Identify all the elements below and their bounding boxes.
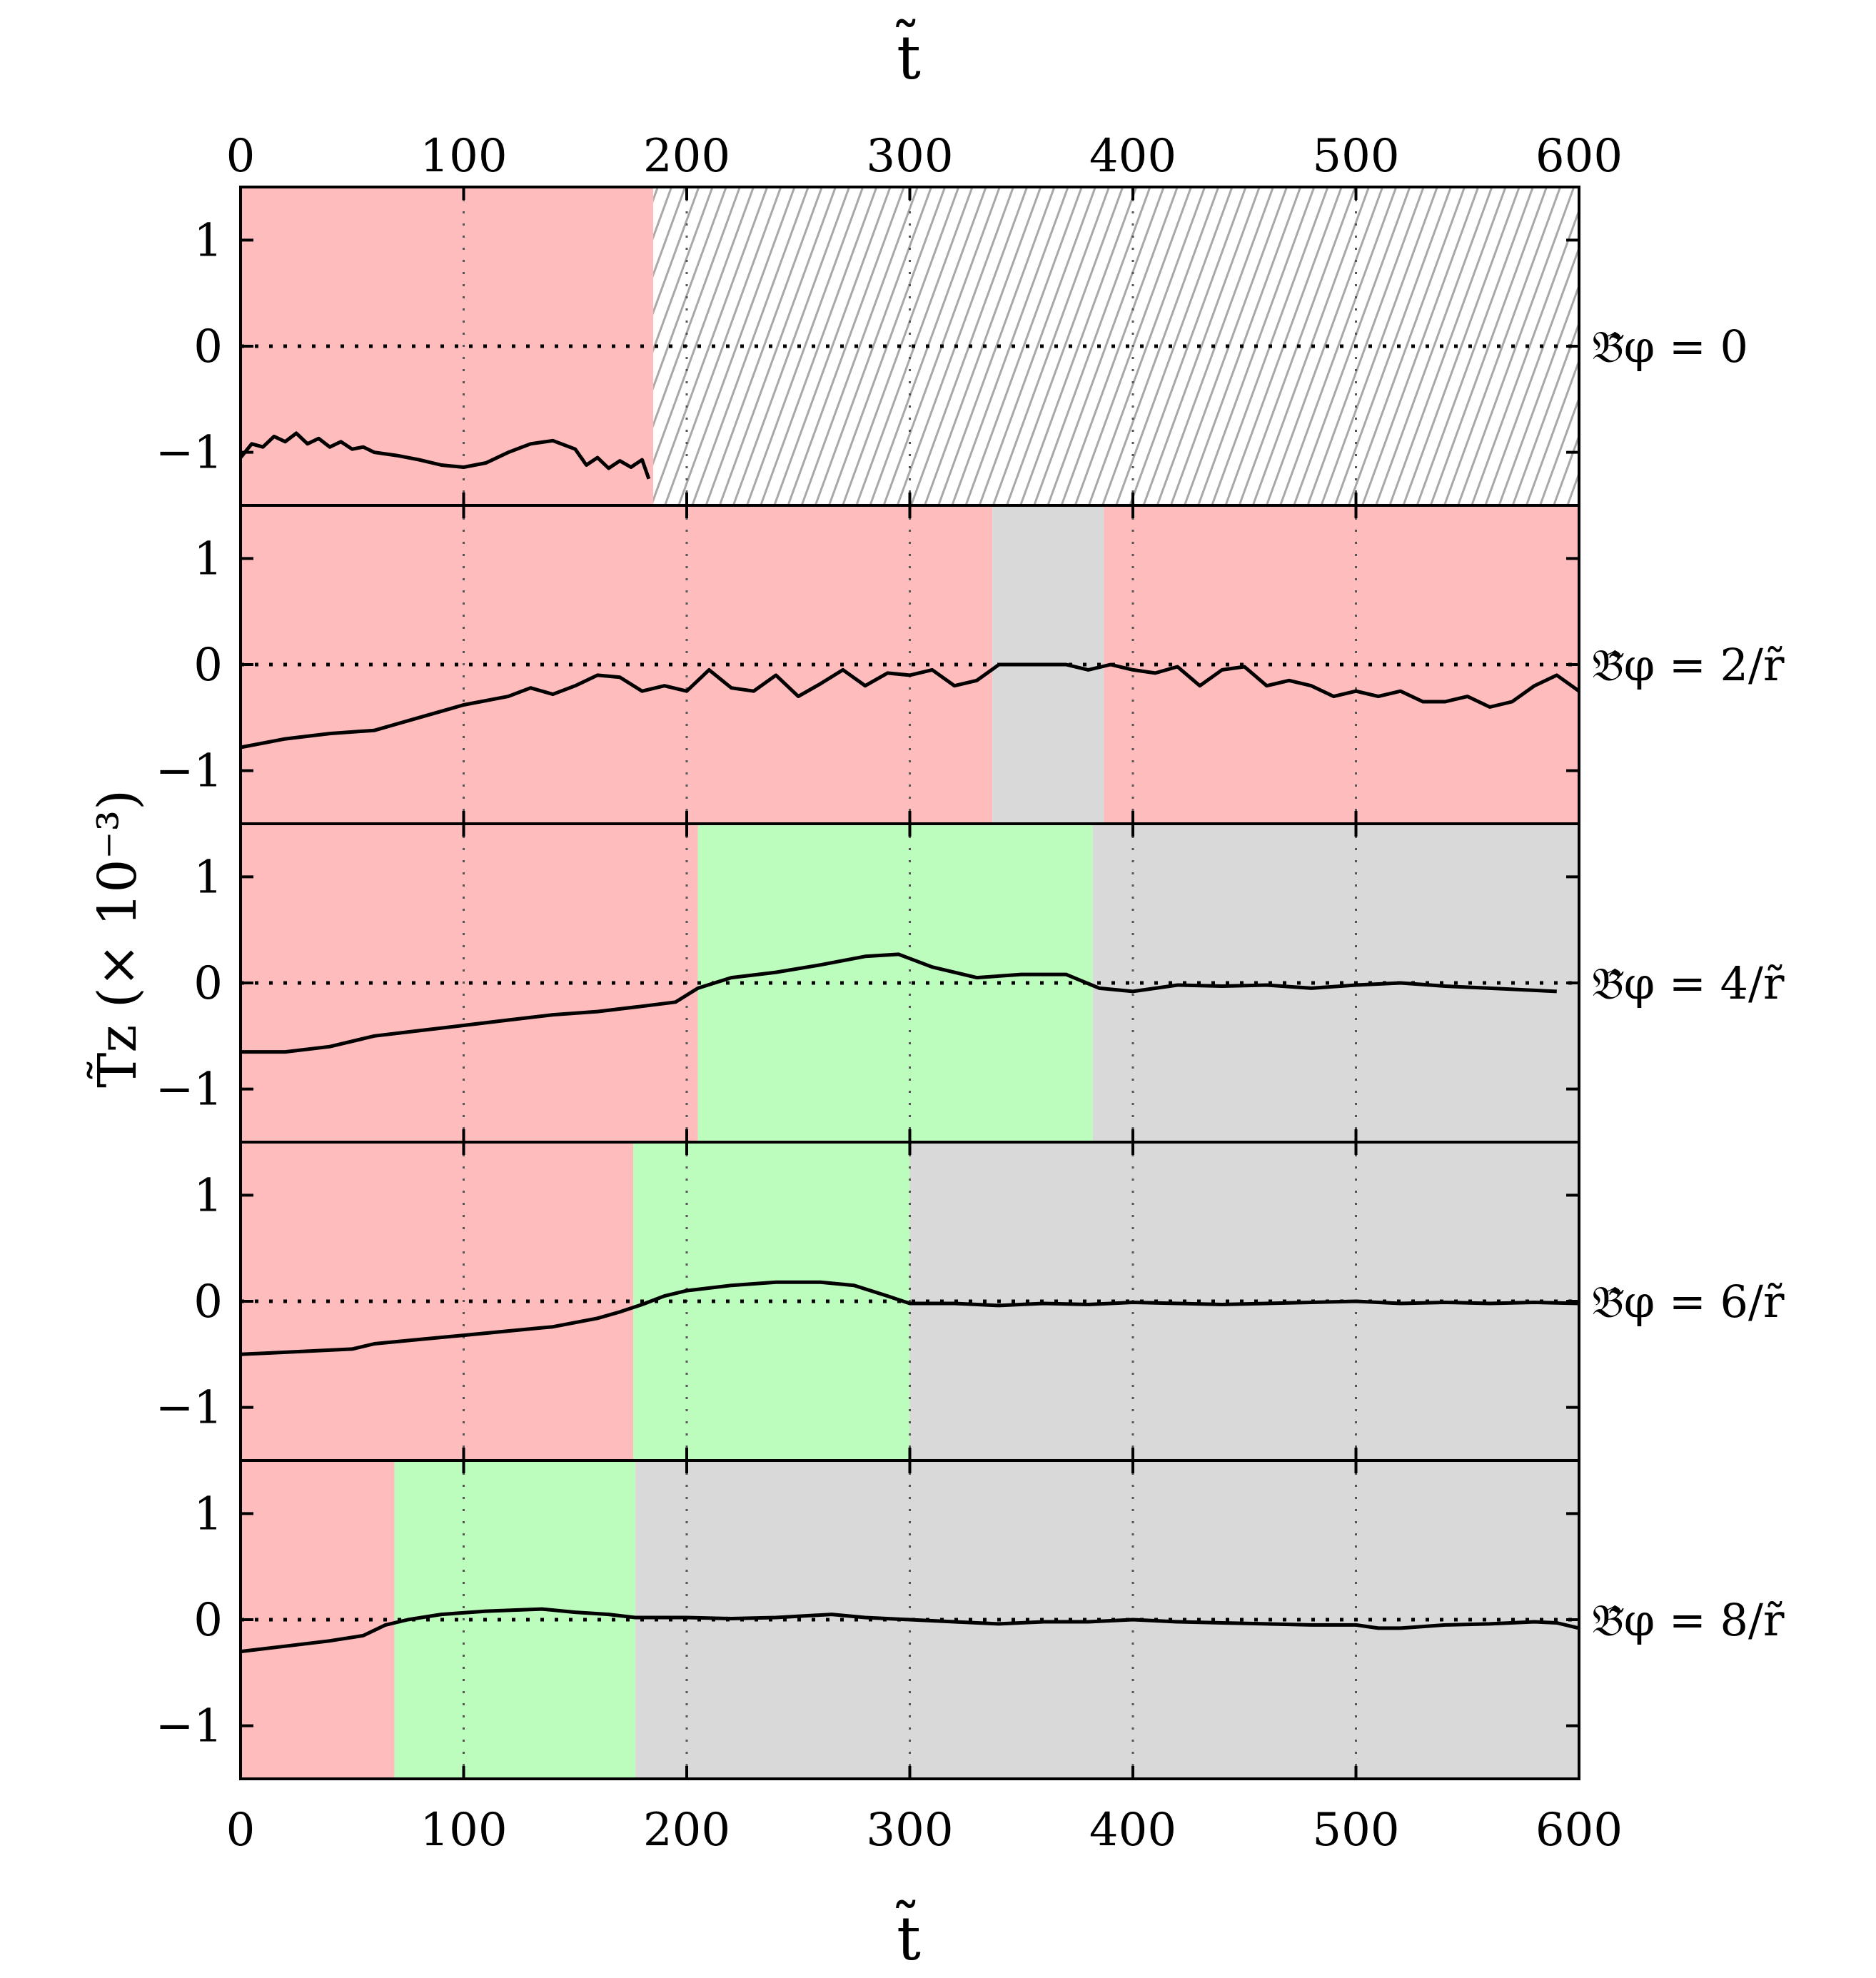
panel-b-8-over-r: −1 0 1 𝔅̃φ = 8/r̃	[156, 1459, 1785, 1780]
panel-b-2-over-r: −1 0 1 𝔅̃φ = 2/r̃	[156, 504, 1785, 825]
y-tick-label: 1	[193, 1169, 223, 1222]
bottom-x-tick-label: 100	[420, 1804, 507, 1857]
region-red	[241, 1460, 395, 1779]
bottom-x-tick-label: 0	[226, 1804, 256, 1857]
panel-label: 𝔅̃φ = 0	[1592, 321, 1748, 373]
panel-b-6-over-r: −1 0 1 𝔅̃φ = 6/r̃	[156, 1141, 1785, 1462]
panel-frame	[239, 1459, 1580, 1780]
y-tick-label: 1	[193, 1488, 223, 1540]
y-axis-title: T̃z (× 10⁻³)	[87, 789, 148, 1088]
top-x-tick-label: 500	[1312, 130, 1399, 183]
y-tick-label: 1	[193, 214, 223, 267]
panel-label: 𝔅̃φ = 2/r̃	[1592, 639, 1785, 691]
panel-label: 𝔅̃φ = 6/r̃	[1592, 1276, 1785, 1328]
y-tick-label: −1	[156, 1064, 223, 1116]
panel-b-4-over-r: −1 0 1 𝔅̃φ = 4/r̃	[156, 822, 1785, 1144]
y-tick-label: −1	[156, 427, 223, 480]
panel-b-0: −1 0 1 𝔅̃φ = 0	[156, 186, 1748, 507]
y-tick-label: 0	[193, 1276, 223, 1328]
top-x-tick-label: 100	[420, 130, 507, 183]
bottom-axis-title: t̃	[896, 1899, 921, 1974]
top-x-tick-label: 200	[643, 130, 730, 183]
bottom-x-tick-label: 400	[1089, 1804, 1176, 1857]
top-x-tick-label: 300	[866, 130, 953, 183]
y-tick-label: 0	[193, 639, 223, 692]
top-x-tick-label: 600	[1535, 130, 1623, 183]
region-red	[241, 187, 654, 505]
panel-label: 𝔅̃φ = 8/r̃	[1592, 1594, 1785, 1646]
series-line	[240, 1607, 1580, 1654]
y-tick-label: 0	[193, 957, 223, 1010]
bottom-x-tick-label: 500	[1312, 1804, 1399, 1857]
region-gray	[909, 1142, 1579, 1460]
top-x-tick-labels: 0 100 200 300 400 500 600	[226, 130, 1623, 183]
top-axis-title: t̃	[896, 19, 921, 93]
region-hatch	[653, 187, 1579, 505]
bottom-x-tick-label: 200	[643, 1804, 730, 1857]
bottom-x-tick-label: 300	[866, 1804, 953, 1857]
y-tick-label: −1	[156, 1382, 223, 1435]
bottom-x-tick-label: 600	[1535, 1804, 1623, 1857]
bottom-x-tick-labels: 0 100 200 300 400 500 600	[226, 1804, 1623, 1857]
series-line	[240, 1280, 1580, 1356]
series-line	[239, 431, 651, 480]
top-x-tick-label: 0	[226, 130, 256, 183]
y-tick-label: 0	[193, 321, 223, 373]
series-line	[240, 662, 1580, 750]
y-tick-label: 1	[193, 851, 223, 904]
region-red	[241, 1142, 633, 1460]
panel-label: 𝔅̃φ = 4/r̃	[1592, 957, 1785, 1009]
series-line	[241, 952, 1557, 1054]
top-x-tick-label: 400	[1089, 130, 1176, 183]
region-red	[241, 505, 993, 824]
region-gray	[1092, 824, 1579, 1142]
y-tick-label: 0	[193, 1594, 223, 1647]
y-tick-label: 1	[193, 533, 223, 585]
y-tick-label: −1	[156, 1700, 223, 1753]
y-tick-label: −1	[156, 745, 223, 798]
